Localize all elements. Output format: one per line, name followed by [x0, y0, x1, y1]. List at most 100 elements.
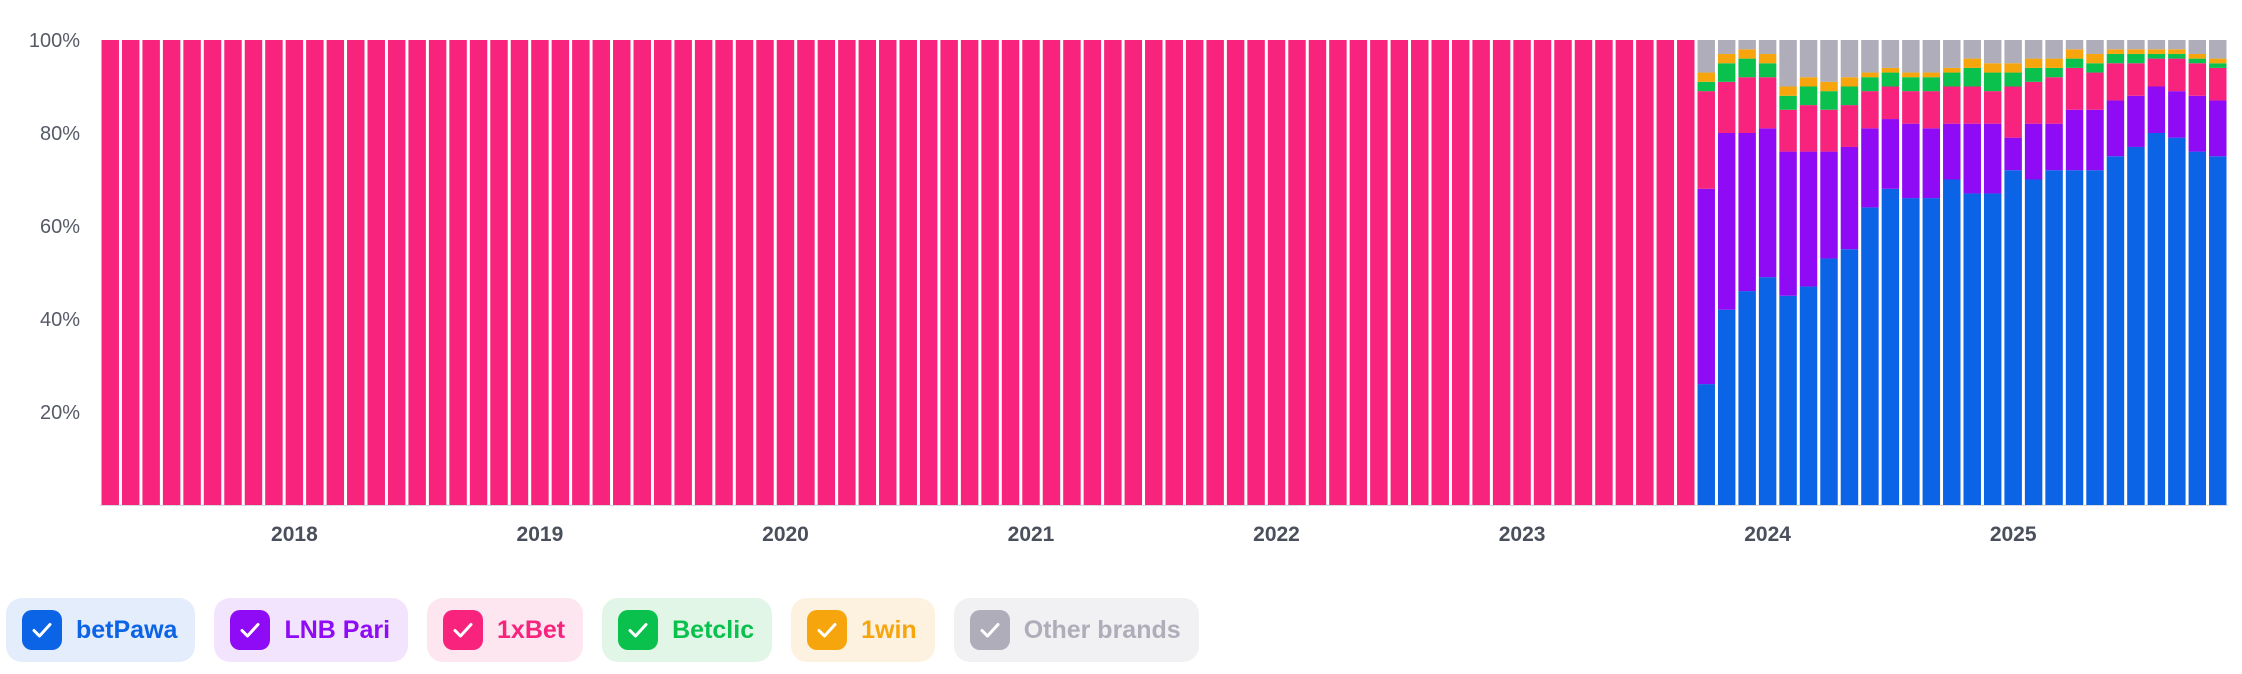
bar-segment-betclic[interactable]: [1697, 81, 1715, 92]
bar-segment-lnb-pari[interactable]: [2209, 100, 2227, 157]
bar-segment-betclic[interactable]: [2168, 53, 2186, 59]
bar-segment-betclic[interactable]: [2147, 53, 2166, 59]
bar-segment-1xbet[interactable]: [1697, 91, 1715, 189]
bar-segment-other-brands[interactable]: [1881, 40, 1900, 68]
bar-segment-1xbet[interactable]: [1983, 91, 2002, 124]
bar-segment-betclic[interactable]: [1902, 77, 1920, 92]
bar-segment-1win[interactable]: [2004, 63, 2022, 73]
bar-segment-betclic[interactable]: [1840, 86, 1859, 106]
bar-segment-1xbet[interactable]: [797, 40, 815, 505]
bar-segment-1win[interactable]: [1902, 72, 1920, 78]
bar-segment-1win[interactable]: [2209, 58, 2227, 64]
bar-segment-1xbet[interactable]: [1717, 81, 1736, 133]
bar-segment-1xbet[interactable]: [1922, 91, 1941, 129]
bar-segment-1win[interactable]: [1943, 67, 1961, 73]
bar-segment-betclic[interactable]: [2004, 72, 2022, 87]
bar-segment-betpawa[interactable]: [2147, 133, 2166, 505]
bar-segment-1win[interactable]: [1820, 81, 1838, 92]
bar-segment-betclic[interactable]: [1861, 77, 1879, 92]
bar-segment-betpawa[interactable]: [1840, 249, 1859, 505]
checkbox-check-icon[interactable]: [618, 610, 659, 650]
bar-segment-1xbet[interactable]: [367, 40, 385, 505]
bar-segment-other-brands[interactable]: [2168, 40, 2186, 50]
checkbox-check-icon[interactable]: [230, 610, 271, 650]
bar-segment-1win[interactable]: [2106, 49, 2125, 54]
bar-segment-1xbet[interactable]: [1451, 40, 1470, 505]
bar-segment-lnb-pari[interactable]: [1738, 133, 1756, 292]
bar-segment-1win[interactable]: [1861, 72, 1879, 78]
bar-segment-1xbet[interactable]: [2127, 63, 2145, 96]
bar-segment-1xbet[interactable]: [1288, 40, 1306, 505]
bar-segment-1win[interactable]: [1779, 86, 1797, 96]
bar-segment-other-brands[interactable]: [1717, 40, 1736, 54]
bar-segment-other-brands[interactable]: [2209, 40, 2227, 59]
bar-segment-betpawa[interactable]: [1738, 291, 1756, 505]
bar-segment-1xbet[interactable]: [1165, 40, 1183, 505]
bar-segment-other-brands[interactable]: [2024, 40, 2043, 59]
bar-segment-1xbet[interactable]: [1349, 40, 1368, 505]
bar-segment-betclic[interactable]: [2086, 63, 2104, 73]
bar-segment-other-brands[interactable]: [1697, 40, 1715, 73]
bar-segment-1xbet[interactable]: [1779, 109, 1797, 152]
bar-segment-lnb-pari[interactable]: [1820, 151, 1838, 259]
bar-segment-other-brands[interactable]: [1861, 40, 1879, 73]
bar-segment-1xbet[interactable]: [428, 40, 447, 505]
bar-segment-1win[interactable]: [2065, 49, 2084, 59]
bar-segment-1xbet[interactable]: [1370, 40, 1388, 505]
bar-segment-1xbet[interactable]: [2106, 63, 2125, 101]
bar-segment-betclic[interactable]: [1963, 67, 1981, 87]
bar-segment-1xbet[interactable]: [265, 40, 283, 505]
bar-segment-betpawa[interactable]: [1697, 384, 1715, 505]
bar-segment-other-brands[interactable]: [1922, 40, 1941, 73]
checkbox-check-icon[interactable]: [807, 610, 848, 650]
bar-segment-betclic[interactable]: [1799, 86, 1818, 106]
bar-segment-1xbet[interactable]: [674, 40, 692, 505]
bar-segment-1xbet[interactable]: [981, 40, 999, 505]
bar-segment-1xbet[interactable]: [694, 40, 713, 505]
bar-segment-1win[interactable]: [1963, 58, 1981, 68]
bar-segment-1xbet[interactable]: [469, 40, 488, 505]
bar-segment-betpawa[interactable]: [1861, 207, 1879, 505]
bar-segment-1xbet[interactable]: [776, 40, 795, 505]
bar-segment-1xbet[interactable]: [2188, 63, 2207, 96]
bar-segment-lnb-pari[interactable]: [1943, 123, 1961, 180]
bar-segment-1xbet[interactable]: [633, 40, 651, 505]
bar-segment-lnb-pari[interactable]: [1902, 123, 1920, 199]
bar-segment-1win[interactable]: [1983, 63, 2002, 73]
bar-segment-1xbet[interactable]: [1881, 86, 1900, 120]
bar-segment-1xbet[interactable]: [1226, 40, 1245, 505]
bar-segment-betclic[interactable]: [2188, 58, 2207, 64]
bar-segment-1win[interactable]: [2045, 58, 2063, 68]
bar-segment-1xbet[interactable]: [858, 40, 877, 505]
legend-item-betpawa[interactable]: betPawa: [6, 598, 196, 662]
bar-segment-1xbet[interactable]: [2065, 67, 2084, 110]
bar-segment-1xbet[interactable]: [817, 40, 836, 505]
bar-segment-betpawa[interactable]: [2086, 170, 2104, 505]
bar-segment-betpawa[interactable]: [2024, 179, 2043, 506]
bar-segment-lnb-pari[interactable]: [1799, 151, 1818, 287]
bar-segment-1xbet[interactable]: [1206, 40, 1224, 505]
bar-segment-1win[interactable]: [1922, 72, 1941, 78]
bar-segment-1xbet[interactable]: [347, 40, 365, 505]
bar-segment-other-brands[interactable]: [1799, 40, 1818, 78]
bar-segment-betclic[interactable]: [1820, 91, 1838, 110]
bar-segment-1xbet[interactable]: [940, 40, 958, 505]
bar-segment-betpawa[interactable]: [2168, 137, 2186, 505]
bar-segment-betpawa[interactable]: [1922, 198, 1941, 505]
bar-segment-1xbet[interactable]: [1799, 105, 1818, 152]
bar-segment-1xbet[interactable]: [572, 40, 590, 505]
bar-segment-other-brands[interactable]: [2127, 40, 2145, 50]
bar-segment-lnb-pari[interactable]: [2127, 95, 2145, 147]
bar-segment-betpawa[interactable]: [1779, 295, 1797, 505]
bar-segment-1win[interactable]: [1840, 77, 1859, 87]
bar-segment-lnb-pari[interactable]: [2086, 109, 2104, 171]
bar-segment-lnb-pari[interactable]: [2168, 91, 2186, 138]
bar-segment-1xbet[interactable]: [121, 40, 140, 505]
checkbox-check-icon[interactable]: [22, 610, 62, 650]
bar-segment-1xbet[interactable]: [101, 40, 119, 505]
bar-segment-1xbet[interactable]: [1738, 77, 1756, 133]
bar-segment-betclic[interactable]: [1943, 72, 1961, 87]
bar-segment-betpawa[interactable]: [2045, 170, 2063, 505]
bar-segment-1xbet[interactable]: [715, 40, 733, 505]
bar-segment-1xbet[interactable]: [244, 40, 263, 505]
